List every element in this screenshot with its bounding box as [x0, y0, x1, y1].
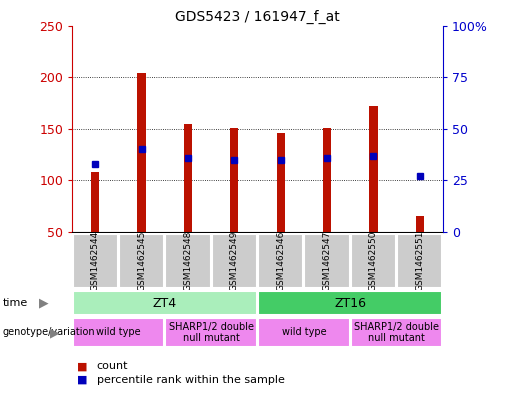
Text: SHARP1/2 double
null mutant: SHARP1/2 double null mutant: [354, 322, 439, 343]
Text: ▶: ▶: [50, 326, 60, 339]
Text: GSM1462551: GSM1462551: [415, 231, 424, 291]
FancyBboxPatch shape: [258, 233, 303, 288]
Text: GSM1462550: GSM1462550: [369, 231, 378, 291]
Text: wild type: wild type: [96, 327, 141, 338]
Text: ■: ■: [77, 375, 88, 385]
Bar: [277, 133, 285, 232]
Text: GDS5423 / 161947_f_at: GDS5423 / 161947_f_at: [175, 10, 340, 24]
Text: percentile rank within the sample: percentile rank within the sample: [97, 375, 285, 385]
Bar: [323, 128, 331, 232]
Text: ZT4: ZT4: [153, 296, 177, 310]
FancyBboxPatch shape: [73, 233, 118, 288]
Bar: [369, 106, 377, 232]
FancyBboxPatch shape: [258, 291, 442, 315]
FancyBboxPatch shape: [397, 233, 442, 288]
Text: time: time: [3, 298, 28, 308]
FancyBboxPatch shape: [73, 291, 257, 315]
Text: GSM1462547: GSM1462547: [322, 231, 332, 291]
FancyBboxPatch shape: [119, 233, 164, 288]
FancyBboxPatch shape: [165, 233, 211, 288]
Text: genotype/variation: genotype/variation: [3, 327, 95, 338]
Bar: [230, 128, 238, 232]
Text: SHARP1/2 double
null mutant: SHARP1/2 double null mutant: [168, 322, 254, 343]
Text: GSM1462548: GSM1462548: [183, 231, 193, 291]
Text: GSM1462544: GSM1462544: [91, 231, 100, 291]
Bar: [138, 73, 146, 232]
Text: count: count: [97, 361, 128, 371]
Text: ZT16: ZT16: [334, 296, 366, 310]
Text: GSM1462545: GSM1462545: [137, 231, 146, 291]
Text: GSM1462549: GSM1462549: [230, 231, 239, 291]
Text: ■: ■: [77, 361, 88, 371]
FancyBboxPatch shape: [351, 233, 396, 288]
FancyBboxPatch shape: [258, 318, 350, 347]
Bar: [184, 123, 192, 232]
Text: GSM1462546: GSM1462546: [276, 231, 285, 291]
Text: ▶: ▶: [39, 296, 48, 310]
Bar: [91, 172, 99, 232]
Bar: [416, 217, 424, 232]
Text: wild type: wild type: [282, 327, 326, 338]
FancyBboxPatch shape: [304, 233, 350, 288]
FancyBboxPatch shape: [165, 318, 257, 347]
FancyBboxPatch shape: [351, 318, 442, 347]
FancyBboxPatch shape: [212, 233, 257, 288]
FancyBboxPatch shape: [73, 318, 164, 347]
